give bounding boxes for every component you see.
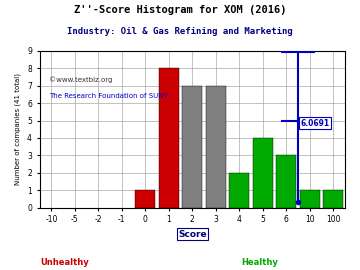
Text: Z''-Score Histogram for XOM (2016): Z''-Score Histogram for XOM (2016)	[74, 5, 286, 15]
Bar	[229, 173, 249, 208]
Text: 6.0691: 6.0691	[300, 119, 329, 128]
Bar	[276, 155, 296, 208]
Bar	[135, 190, 155, 208]
Text: The Research Foundation of SUNY: The Research Foundation of SUNY	[49, 93, 167, 99]
Text: ©www.textbiz.org: ©www.textbiz.org	[49, 77, 112, 83]
Text: Unhealthy: Unhealthy	[40, 258, 89, 266]
Text: Healthy: Healthy	[241, 258, 278, 266]
Bar	[347, 190, 360, 208]
Bar	[300, 190, 320, 208]
Bar	[323, 190, 343, 208]
Bar	[206, 86, 226, 208]
Text: Industry: Oil & Gas Refining and Marketing: Industry: Oil & Gas Refining and Marketi…	[67, 27, 293, 36]
Bar	[182, 86, 202, 208]
Y-axis label: Number of companies (41 total): Number of companies (41 total)	[15, 73, 22, 185]
X-axis label: Score: Score	[178, 230, 207, 239]
Bar	[159, 68, 179, 208]
Bar	[253, 138, 273, 208]
